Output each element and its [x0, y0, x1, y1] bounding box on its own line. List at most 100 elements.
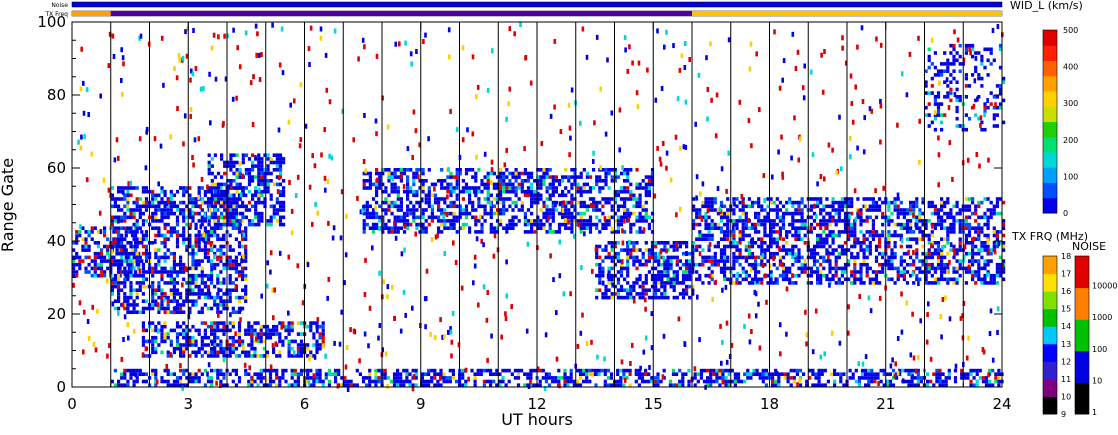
scatter-cell: [237, 193, 242, 198]
scatter-cell: [188, 273, 192, 278]
scatter-cell: [594, 368, 598, 373]
scatter-cell: [952, 277, 956, 282]
scatter-cell: [517, 208, 521, 212]
scatter-cell: [635, 230, 639, 234]
scatter-cell: [517, 219, 521, 223]
scatter-cell: [477, 189, 481, 194]
scatter-cell: [860, 368, 865, 373]
scatter-cell: [154, 266, 158, 271]
scatter-cell: [873, 372, 877, 376]
scatter-cell: [747, 241, 751, 245]
scatter-cell: [154, 346, 158, 351]
scatter-cell: [878, 241, 882, 245]
scatter-cell: [974, 230, 978, 234]
scatter-cell: [918, 211, 922, 216]
scatter-cell: [418, 230, 422, 234]
scatter-cell: [713, 222, 717, 227]
scatter-cell: [371, 230, 376, 234]
scatter-cell: [847, 237, 851, 241]
scatter-cell: [464, 171, 469, 176]
scatter-cell: [200, 233, 204, 238]
scatter-cell: [529, 376, 533, 380]
scatter-cell: [237, 251, 242, 256]
scatter-cell: [909, 262, 913, 267]
scatter-cell: [257, 222, 261, 227]
scatter-cell: [216, 186, 221, 190]
scatter-cell: [226, 179, 230, 183]
scatter-cell: [306, 376, 310, 380]
scatter-cell: [226, 219, 230, 223]
scatter-cell: [206, 284, 211, 289]
scatter-cell: [859, 244, 863, 249]
scatter-cell: [935, 379, 939, 384]
scatter-cell: [684, 372, 688, 376]
scatter-cell: [924, 222, 928, 227]
scatter-cell: [207, 160, 211, 165]
scatter-cell: [853, 222, 857, 227]
scatter-cell: [607, 222, 611, 227]
scatter-cell: [120, 189, 124, 194]
scatter-cell: [200, 219, 204, 223]
scatter-cell: [567, 179, 571, 183]
scatter-cell: [210, 273, 214, 278]
scatter-cell: [213, 211, 217, 216]
scatter-cell: [775, 215, 779, 220]
scatter-cell: [758, 372, 762, 376]
scatter-cell: [551, 215, 555, 220]
scatter-cell: [446, 226, 450, 230]
scatter-cell: [678, 383, 682, 387]
scatter-cell: [241, 295, 245, 300]
scatter-cell: [663, 295, 667, 300]
scatter-cell: [355, 383, 359, 387]
scatter-cell: [188, 328, 192, 333]
scatter-cell: [421, 189, 425, 194]
scatter-cell: [282, 200, 286, 205]
scatter-cell: [573, 215, 577, 220]
scatter-cell: [848, 376, 852, 380]
scatter-cell: [210, 157, 214, 161]
scatter-cell: [399, 208, 403, 212]
scatter-cell: [650, 248, 655, 252]
scatter-cell: [420, 372, 424, 376]
scatter-cell: [117, 270, 121, 274]
scatter-cell: [930, 91, 934, 95]
scatter-cell: [936, 208, 941, 212]
scatter-cell: [529, 368, 533, 373]
scatter-cell: [854, 368, 858, 373]
scatter-cell: [893, 281, 897, 285]
scatter-cell: [203, 244, 207, 249]
scatter-cell: [306, 346, 310, 351]
scatter-cell: [166, 368, 170, 373]
scatter-cell: [610, 248, 614, 252]
scatter-cell: [216, 189, 220, 194]
scatter-cell: [449, 226, 453, 230]
scatter-cell: [632, 244, 636, 249]
scatter-cell: [135, 186, 139, 190]
scatter-cell: [825, 273, 829, 278]
scatter-cell: [247, 208, 252, 212]
scatter-cell: [710, 237, 714, 241]
scatter-cell: [772, 241, 776, 245]
scatter-cell: [278, 160, 283, 165]
scatter-cell: [946, 226, 950, 230]
scatter-cell: [144, 284, 149, 289]
scatter-cell: [542, 168, 546, 172]
scatter-cell: [964, 233, 968, 238]
scatter-cell: [940, 251, 944, 256]
scatter-cell: [194, 262, 198, 267]
scatter-cell: [666, 259, 670, 263]
scatter-cell: [207, 171, 211, 176]
scatter-cell: [405, 368, 409, 373]
scatter-cell: [843, 222, 848, 227]
scatter-cell: [203, 281, 207, 285]
scatter-cell: [427, 200, 431, 205]
scatter-cell: [859, 266, 863, 271]
scatter-cell: [915, 226, 919, 230]
scatter-cell: [182, 270, 186, 274]
scatter-cell: [837, 255, 841, 260]
scatter-cell: [141, 372, 145, 376]
scatter-cell: [874, 204, 879, 209]
scatter-cell: [662, 368, 666, 373]
scatter-cell: [443, 222, 447, 227]
scatter-cell: [477, 204, 481, 209]
